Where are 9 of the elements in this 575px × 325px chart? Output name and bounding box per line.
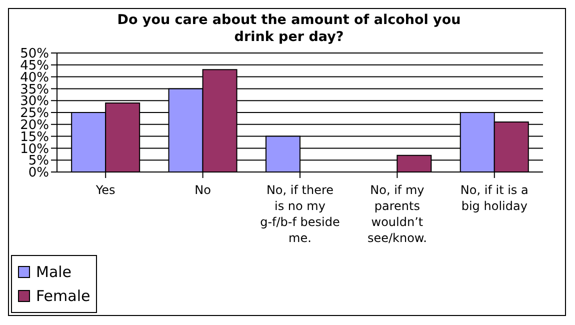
x-tick-label: No	[194, 183, 211, 197]
x-tick-label: No, if there is no my g-f/b-f beside me.	[260, 183, 340, 245]
x-tick-label: Yes	[94, 183, 116, 197]
x-tick-label: No, if my parents wouldn’t see/know.	[367, 183, 427, 245]
chart-title: Do you care about the amount of alcohol you drink per day?	[116, 12, 462, 46]
legend-label: Female	[36, 286, 90, 307]
legend-label: Male	[36, 262, 72, 283]
x-tick-label: No, if it is a big holiday	[460, 183, 528, 213]
y-tick-label: 0%	[28, 166, 49, 181]
